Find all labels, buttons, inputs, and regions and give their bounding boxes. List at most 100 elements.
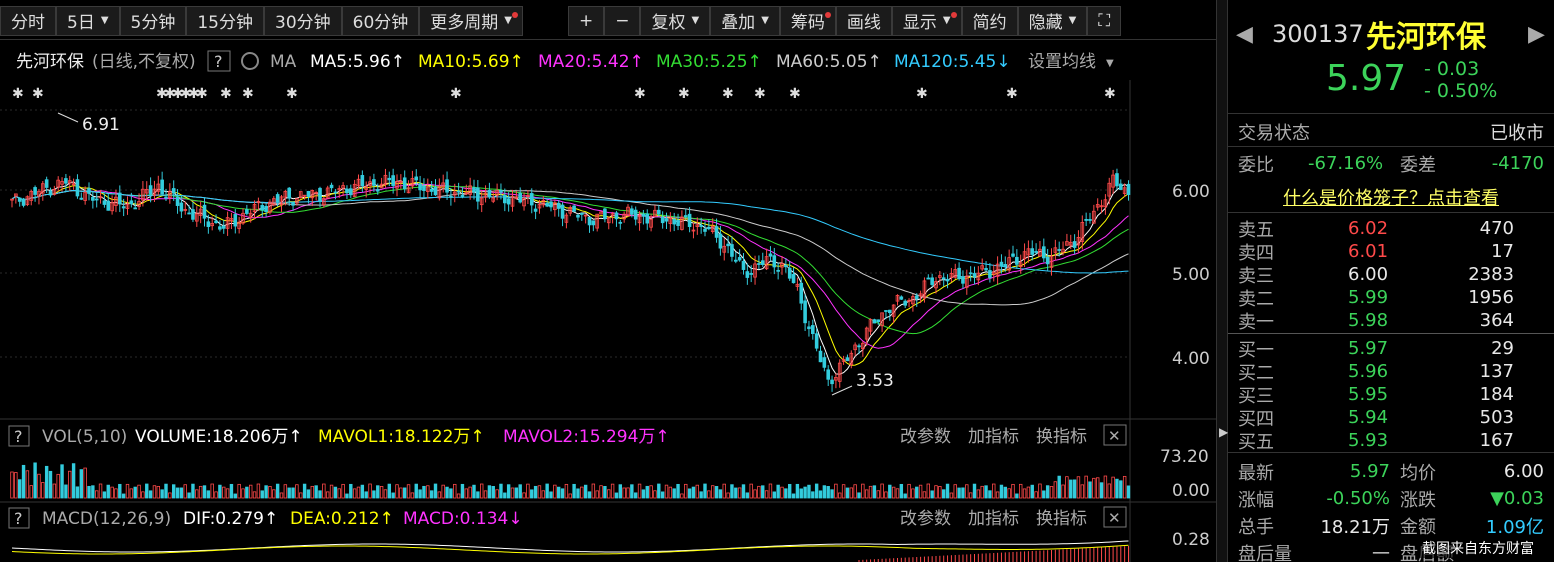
period-button-2[interactable]: 5分钟 [119, 5, 187, 36]
volume-bar [599, 485, 603, 499]
macd-help-icon[interactable]: ? [14, 509, 23, 528]
next-stock-icon[interactable]: ▶ [1528, 21, 1545, 47]
tool-button-2[interactable]: 复权 ▼ [640, 5, 711, 36]
tool-button-1[interactable]: − [604, 5, 641, 36]
candle-body [445, 179, 449, 193]
volume-bar [776, 484, 780, 499]
order-book-row[interactable]: 买二 5.96 137 [1228, 360, 1554, 384]
legend-settings[interactable]: 设置均线 [1028, 52, 1096, 72]
candle-body [568, 207, 573, 214]
trade-status-value: 已收市 [1490, 122, 1544, 144]
kline-chart[interactable]: 先河环保 (日线,不复权) ? MA MA5:5.96↑ MA10:5.69↑ … [0, 40, 1228, 562]
tool-button-5[interactable]: 画线 [835, 5, 892, 36]
volume-bar [645, 485, 649, 499]
candle-body [845, 357, 850, 362]
caret-down-icon: ▼ [1068, 15, 1077, 26]
candle-body [406, 187, 411, 194]
book-level-label: 卖一 [1238, 311, 1274, 333]
book-volume: 503 [1479, 407, 1514, 428]
order-book-row[interactable]: 买四 5.94 503 [1228, 406, 1554, 430]
order-book-row[interactable]: 买三 5.95 184 [1228, 383, 1554, 407]
panel-splitter[interactable]: ▶ [1216, 0, 1228, 562]
order-book-row[interactable]: 卖三 6.00 2383 [1228, 263, 1554, 287]
vol-close-button[interactable] [1103, 424, 1127, 446]
period-button-3-label: 15分钟 [197, 13, 253, 33]
candle-body [1045, 256, 1050, 265]
legend-ma5: MA5:5.96↑ [310, 52, 405, 72]
period-button-4[interactable]: 30分钟 [264, 5, 342, 36]
volume-bar [1126, 485, 1131, 499]
volume-bar [160, 489, 164, 499]
candle-body [918, 293, 923, 297]
vol-help-icon[interactable]: ? [14, 427, 23, 446]
order-book-row[interactable]: 买五 5.93 167 [1228, 429, 1554, 453]
candle-body [760, 260, 765, 265]
volume-bar [422, 485, 426, 499]
price-cage-link[interactable]: 什么是价格笼子？点击查看 [1283, 187, 1499, 209]
book-level-label: 卖五 [1238, 219, 1274, 241]
candle-body [853, 344, 857, 351]
macd-switch-indicator-button[interactable]: 换指标 [1036, 509, 1087, 529]
event-marker-icon: ✱ [634, 86, 646, 102]
volume-bar [68, 470, 72, 499]
order-book-row[interactable]: 卖五 6.02 470 [1228, 217, 1554, 241]
tool-button-4[interactable]: 筹码 [779, 5, 836, 36]
volume-bar [849, 487, 853, 499]
volume-bar [992, 483, 996, 499]
candle-body [603, 208, 607, 220]
prev-stock-icon[interactable]: ◀ [1236, 21, 1253, 47]
candle-body [225, 217, 230, 229]
book-volume: 470 [1479, 218, 1514, 239]
volume-bar [487, 485, 492, 499]
caret-down-icon: ▼ [942, 15, 951, 26]
candle-body [526, 195, 530, 198]
price-axis-label: 6.00 [1172, 182, 1210, 202]
volume-bar [926, 483, 930, 499]
vol-add-indicator-button[interactable]: 加指标 [968, 427, 1019, 447]
macd-close-button[interactable] [1103, 506, 1127, 528]
vol-volume: VOLUME:18.206万↑ [135, 427, 303, 447]
volume-bar [622, 487, 626, 499]
volume-bar [934, 485, 938, 499]
macd-add-indicator-button[interactable]: 加指标 [968, 509, 1019, 529]
candle-body [25, 196, 30, 205]
volume-bar [834, 483, 838, 499]
candle-body [168, 191, 172, 199]
tool-button-0[interactable]: + [567, 5, 605, 36]
tool-button-8[interactable]: 隐藏 ▼ [1017, 5, 1088, 36]
legend-gear-icon[interactable] [241, 52, 259, 70]
macd-lines [11, 540, 1129, 562]
candle-body [329, 184, 334, 189]
period-button-6[interactable]: 更多周期 ▼ [419, 5, 523, 36]
order-book-row[interactable]: 卖一 5.98 364 [1228, 309, 1554, 333]
volume-bar [853, 484, 857, 499]
volume-bar [938, 486, 942, 499]
candle-body [968, 272, 973, 275]
weibi-label: 委比 [1238, 154, 1274, 176]
volume-bar [514, 487, 519, 499]
candle-body [187, 212, 191, 215]
vol-legend: ? VOL(5,10) VOLUME:18.206万↑ MAVOL1:18.12… [8, 424, 1210, 501]
vol-switch-indicator-button[interactable]: 换指标 [1036, 427, 1087, 447]
tool-button-9[interactable]: ⛶ [1087, 5, 1122, 36]
period-button-1[interactable]: 5日 ▼ [56, 5, 120, 36]
candle-body [876, 319, 881, 323]
period-button-0[interactable]: 分时 [0, 5, 56, 36]
tool-button-7[interactable]: 简约 [961, 5, 1018, 36]
volume-bar [749, 483, 753, 499]
tool-button-3[interactable]: 叠加 ▼ [710, 5, 780, 36]
legend-help-icon[interactable]: ? [214, 52, 223, 71]
order-book-row[interactable]: 卖四 6.01 17 [1228, 240, 1554, 264]
period-button-3[interactable]: 15分钟 [186, 5, 264, 36]
candle-body [14, 193, 18, 197]
candle-body [175, 196, 180, 206]
order-book-row[interactable]: 买一 5.97 29 [1228, 337, 1554, 361]
candle-body [1122, 187, 1127, 194]
period-button-5[interactable]: 60分钟 [341, 5, 420, 36]
volume-bar [587, 491, 592, 499]
macd-edit-params-button[interactable]: 改参数 [900, 509, 951, 529]
tool-button-6[interactable]: 显示 ▼ [891, 5, 962, 36]
vol-edit-params-button[interactable]: 改参数 [900, 427, 951, 447]
volume-bar [961, 487, 965, 499]
order-book-row[interactable]: 卖二 5.99 1956 [1228, 286, 1554, 310]
